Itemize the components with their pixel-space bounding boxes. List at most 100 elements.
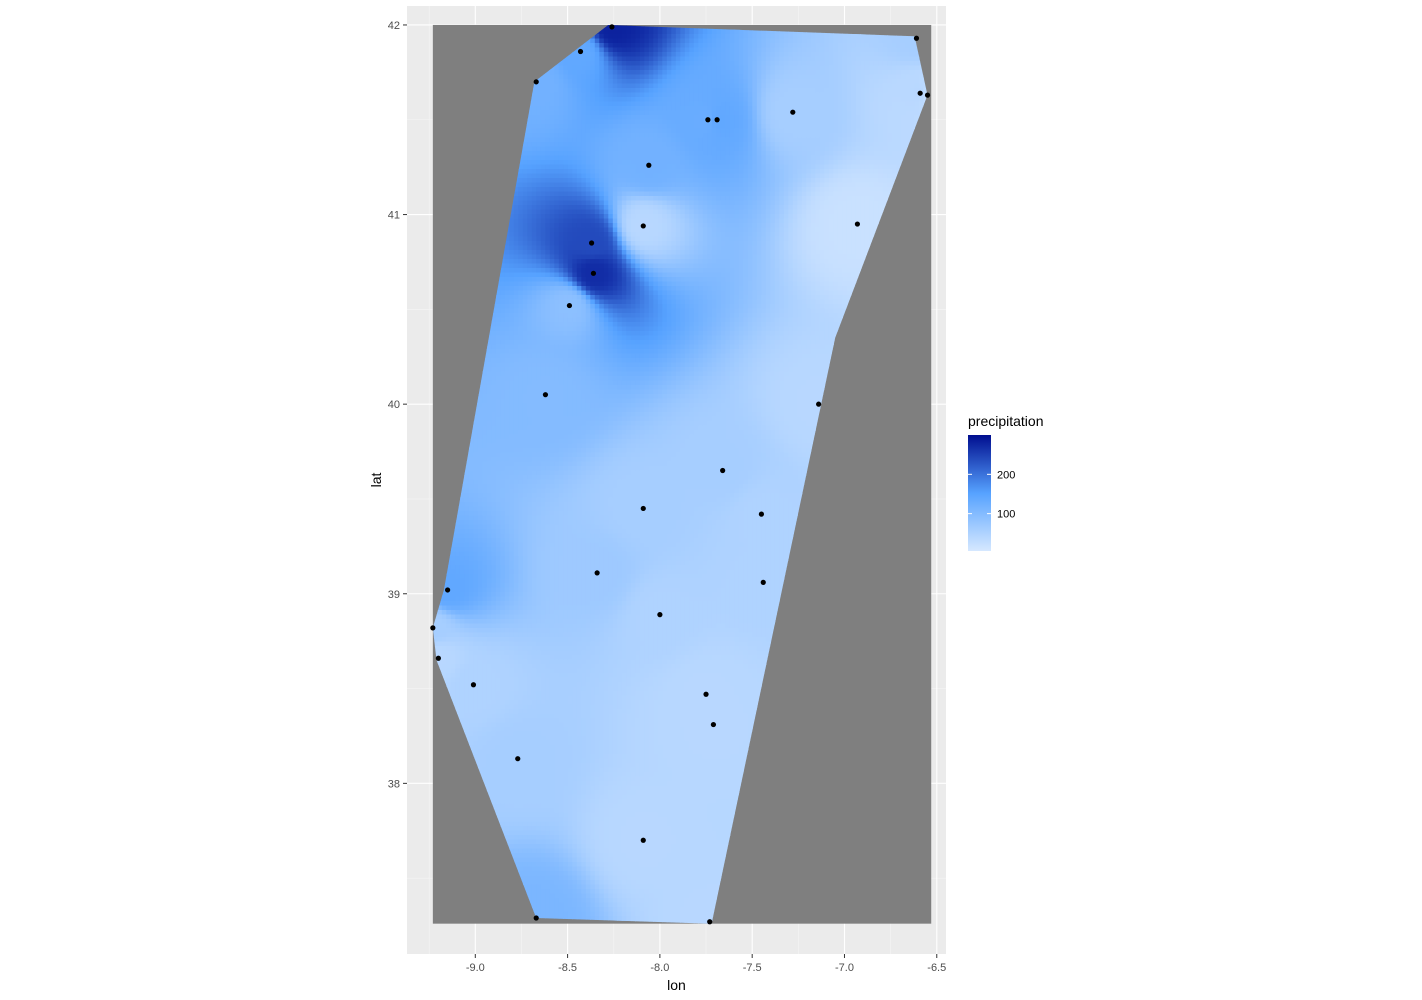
heat-cell (617, 205, 622, 210)
heat-cell (833, 138, 838, 143)
heat-cell (779, 102, 784, 107)
heat-cell (851, 160, 856, 165)
heat-cell (878, 88, 883, 93)
heat-cell (716, 133, 721, 138)
heat-cell (878, 111, 883, 116)
heat-cell (671, 34, 676, 39)
heat-cell (667, 223, 672, 228)
heat-cell (806, 111, 811, 116)
heat-cell (739, 129, 744, 134)
heat-cell (536, 205, 541, 210)
heat-cell (770, 219, 775, 224)
heat-cell (680, 48, 685, 53)
heat-cell (874, 70, 879, 75)
heat-cell (739, 84, 744, 89)
heat-cell (797, 133, 802, 138)
heat-cell (550, 174, 555, 179)
heat-cell (689, 142, 694, 147)
heat-cell (671, 39, 676, 44)
heat-cell (577, 97, 582, 102)
heat-cell (635, 57, 640, 62)
heat-cell (842, 205, 847, 210)
heat-cell (653, 61, 658, 66)
heat-cell (680, 214, 685, 219)
heat-cell (910, 61, 915, 66)
heat-cell (833, 75, 838, 80)
heat-cell (536, 214, 541, 219)
heat-cell (847, 61, 852, 66)
heat-cell (707, 160, 712, 165)
heat-cell (815, 75, 820, 80)
heat-cell (586, 219, 591, 224)
heat-cell (685, 52, 690, 57)
heat-cell (703, 93, 708, 98)
heat-cell (770, 165, 775, 170)
heat-cell (707, 124, 712, 129)
heat-cell (617, 88, 622, 93)
heat-cell (649, 88, 654, 93)
heat-cell (730, 192, 735, 197)
heat-cell (536, 115, 541, 120)
heat-cell (847, 124, 852, 129)
heat-cell (820, 79, 825, 84)
heat-cell (887, 84, 892, 89)
heat-cell (581, 183, 586, 188)
heat-cell (667, 183, 672, 188)
heat-cell (563, 111, 568, 116)
heat-cell (766, 66, 771, 71)
heat-cell (572, 66, 577, 71)
heat-cell (577, 165, 582, 170)
heat-cell (811, 61, 816, 66)
heat-cell (658, 120, 663, 125)
heat-cell (617, 219, 622, 224)
heat-cell (815, 97, 820, 102)
heat-cell (770, 169, 775, 174)
heat-cell (815, 120, 820, 125)
heat-cell (721, 52, 726, 57)
heat-cell (766, 142, 771, 147)
heat-cell (581, 160, 586, 165)
heat-cell (532, 183, 537, 188)
heat-cell (586, 102, 591, 107)
heat-cell (829, 147, 834, 152)
heat-cell (617, 196, 622, 201)
heat-cell (599, 142, 604, 147)
heat-cell (842, 39, 847, 44)
heat-cell (824, 151, 829, 156)
heat-cell (883, 151, 888, 156)
heat-cell (847, 66, 852, 71)
heat-cell (865, 147, 870, 152)
heat-cell (725, 192, 730, 197)
heat-cell (595, 93, 600, 98)
heat-cell (901, 57, 906, 62)
heat-cell (604, 214, 609, 219)
heat-cell (635, 205, 640, 210)
heat-cell (680, 88, 685, 93)
heat-cell (712, 129, 717, 134)
heat-cell (838, 151, 843, 156)
heat-cell (694, 48, 699, 53)
heat-cell (806, 88, 811, 93)
heat-cell (707, 169, 712, 174)
heat-cell (653, 160, 658, 165)
heat-cell (698, 133, 703, 138)
heat-cell (833, 111, 838, 116)
heat-cell (572, 192, 577, 197)
heat-cell (725, 106, 730, 111)
heat-cell (806, 151, 811, 156)
heat-cell (608, 97, 613, 102)
heat-cell (613, 142, 618, 147)
heat-cell (784, 39, 789, 44)
heat-cell (766, 169, 771, 174)
heat-cell (712, 66, 717, 71)
heat-cell (752, 97, 757, 102)
heat-cell (919, 97, 924, 102)
heat-cell (856, 178, 861, 183)
heat-cell (824, 93, 829, 98)
heat-cell (595, 138, 600, 143)
heat-cell (590, 115, 595, 120)
heat-cell (829, 169, 834, 174)
heat-cell (743, 147, 748, 152)
heat-cell (716, 102, 721, 107)
heat-cell (815, 169, 820, 174)
